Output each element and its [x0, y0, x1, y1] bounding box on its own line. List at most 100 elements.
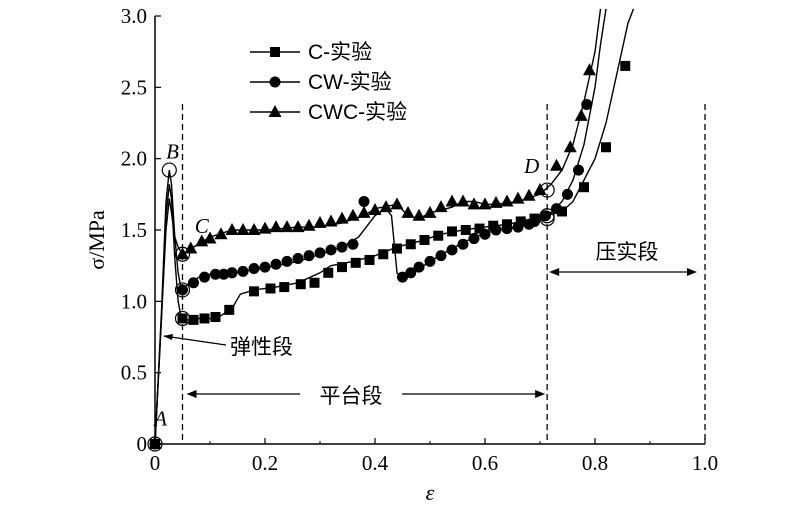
- data-point: [358, 195, 370, 207]
- x-tick-label: 0.8: [582, 451, 608, 475]
- data-point: [199, 271, 210, 283]
- data-point: [148, 437, 162, 449]
- legend-label: CW-实验: [308, 71, 392, 94]
- y-axis-label: σ/MPa: [84, 210, 109, 270]
- data-point: [269, 220, 283, 233]
- data-point: [176, 247, 189, 260]
- data-point: [225, 223, 239, 235]
- plateau-label-bg: [300, 378, 402, 410]
- data-point: [248, 263, 260, 275]
- data-point: [203, 231, 217, 244]
- data-point: [249, 286, 259, 297]
- data-point: [291, 220, 305, 233]
- data-point: [435, 250, 447, 262]
- data-point: [467, 197, 481, 210]
- data-point: [412, 208, 426, 221]
- key-point-circle: [539, 182, 555, 198]
- data-point: [500, 194, 514, 207]
- data-point: [447, 226, 457, 237]
- point-label-C: C: [195, 214, 210, 238]
- point-label-B: B: [166, 140, 179, 164]
- x-tick-label: 0.2: [252, 451, 278, 475]
- data-point: [218, 268, 230, 280]
- data-point: [511, 191, 525, 204]
- data-point: [237, 265, 249, 277]
- data-point: [323, 267, 334, 278]
- region-arrow-head-right: [535, 390, 546, 398]
- data-point: [405, 267, 417, 279]
- series-triangle: [148, 8, 602, 449]
- data-point: [456, 194, 470, 207]
- data-point: [224, 304, 235, 315]
- data-point: [563, 140, 577, 153]
- data-point: [489, 195, 503, 208]
- data-point: [579, 182, 589, 193]
- x-tick-label: 0: [150, 451, 161, 475]
- region-arrow-head-right: [687, 268, 697, 276]
- data-point: [522, 188, 536, 201]
- key-point-circles: [147, 162, 555, 452]
- data-point: [601, 142, 611, 153]
- data-point: [177, 313, 188, 324]
- legend-label: C-实验: [308, 41, 372, 64]
- axis-ticks: 0 0.2 0.4 0.6 0.8 1.0 0 0.5 1.0 1.5 2.0 2.5 3.0: [121, 4, 718, 475]
- data-point: [210, 268, 221, 280]
- data-point: [236, 223, 250, 235]
- data-point: [210, 312, 221, 323]
- data-point: [335, 211, 349, 224]
- y-tick-label: 0: [137, 432, 148, 456]
- data-point: [445, 194, 459, 207]
- data-point: [515, 216, 526, 227]
- data-point: [424, 255, 436, 267]
- data-point: [478, 197, 492, 210]
- region-arrow-head-left: [186, 390, 197, 398]
- key-point-circle: [147, 436, 163, 452]
- legend-marker: [270, 47, 280, 57]
- data-point: [551, 203, 562, 215]
- compaction-label-bg: [576, 234, 676, 264]
- legend-marker: [268, 105, 282, 117]
- data-point: [364, 254, 375, 265]
- data-point: [501, 223, 513, 235]
- legend-marker: [269, 76, 281, 88]
- y-tick-label: 2.5: [121, 75, 147, 99]
- data-point: [280, 220, 294, 233]
- data-point: [562, 188, 573, 200]
- data-point: [347, 238, 359, 250]
- data-point: [423, 205, 437, 218]
- data-point: [550, 158, 563, 171]
- compaction-arrow: [549, 268, 697, 276]
- data-point: [247, 223, 261, 235]
- elastic-leader-head: [163, 334, 173, 340]
- series-group: [148, 8, 635, 450]
- data-point: [490, 224, 502, 236]
- data-point: [390, 197, 404, 210]
- data-point: [512, 221, 524, 233]
- data-point: [281, 255, 293, 267]
- data-point: [177, 284, 188, 296]
- data-point: [336, 241, 348, 253]
- elastic-label: 弹性段: [230, 335, 293, 359]
- data-point: [279, 282, 290, 293]
- data-point: [368, 203, 382, 216]
- data-point: [350, 257, 361, 268]
- data-point: [309, 277, 320, 288]
- data-point: [258, 221, 272, 234]
- x-axis-label: ε: [426, 480, 435, 505]
- data-point: [302, 218, 316, 231]
- data-point: [620, 60, 631, 71]
- data-point: [457, 238, 469, 250]
- data-point: [199, 313, 210, 324]
- data-point: [337, 262, 347, 273]
- data-point: [479, 228, 491, 240]
- series-line: [154, 8, 635, 445]
- y-tick-label: 0.5: [121, 361, 147, 385]
- x-tick-label: 1.0: [692, 451, 718, 475]
- data-point: [226, 267, 238, 279]
- data-point: [405, 239, 416, 250]
- data-point: [314, 247, 326, 259]
- data-point: [557, 206, 567, 217]
- key-point-circle: [539, 210, 555, 227]
- key-point-circle: [174, 246, 191, 262]
